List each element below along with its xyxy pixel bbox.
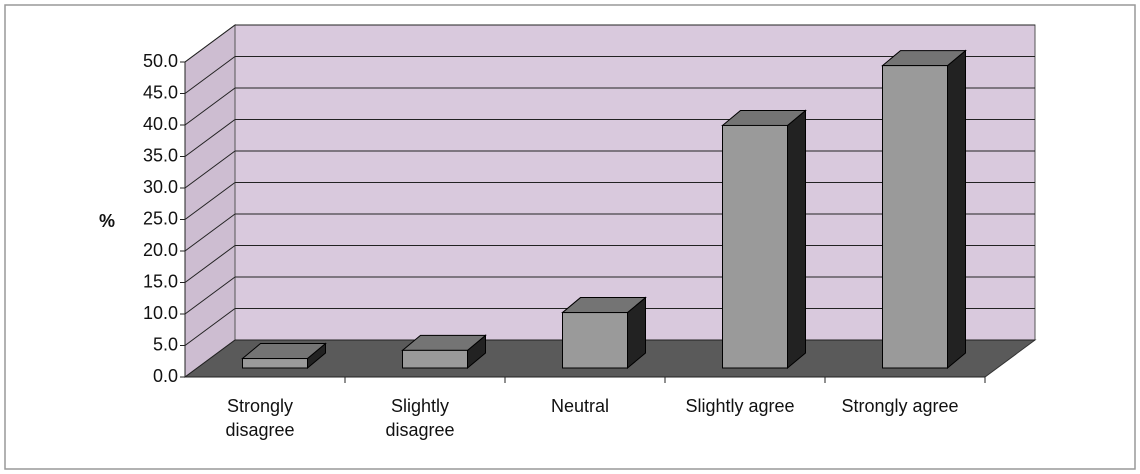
y-tick-label: 30.0 — [143, 177, 178, 197]
x-tick-label: Neutral — [550, 396, 610, 416]
grid-line — [184, 119, 236, 157]
y-tick-label: 40.0 — [143, 114, 178, 134]
grid-line — [184, 182, 236, 220]
grid-line — [184, 56, 236, 94]
bar — [882, 65, 948, 369]
grid-line — [184, 308, 236, 346]
bar — [562, 312, 628, 369]
y-tick-label: 35.0 — [143, 145, 178, 165]
grid-line — [184, 87, 236, 126]
bar — [402, 349, 468, 369]
y-tick-label: 15.0 — [143, 271, 178, 291]
grid-line — [184, 339, 236, 378]
y-tick-label: 25.0 — [143, 208, 178, 228]
x-tick-label: Strongly disagree — [225, 396, 295, 440]
x-tick-label: Slightly agree — [685, 396, 795, 416]
x-tick-label: Strongly agree — [841, 396, 959, 416]
bar — [242, 358, 308, 369]
y-tick-label: 0.0 — [153, 366, 178, 386]
bar-side — [947, 49, 966, 370]
grid-line — [184, 150, 236, 189]
x-tick-label: Slightly disagree — [385, 396, 455, 440]
bar — [722, 124, 788, 369]
y-tick-label: 50.0 — [143, 51, 178, 71]
grid-line — [184, 213, 236, 252]
grid-line — [184, 276, 236, 315]
y-axis-label: % — [99, 211, 115, 231]
grid-line — [184, 245, 236, 283]
grid-line — [184, 24, 236, 63]
y-tick-label: 5.0 — [153, 334, 178, 354]
y-tick-label: 45.0 — [143, 82, 178, 102]
bar-side — [787, 109, 806, 370]
y-tick-label: 20.0 — [143, 240, 178, 260]
y-tick-label: 10.0 — [143, 303, 178, 323]
